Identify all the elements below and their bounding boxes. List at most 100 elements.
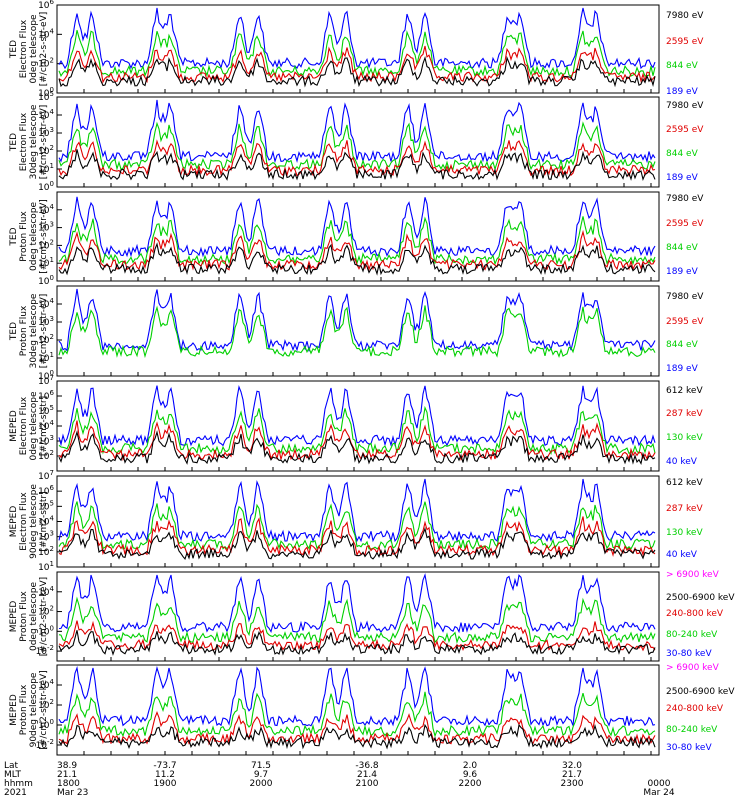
y-tick-exponent: 1 [50, 560, 54, 568]
y-axis-label-line: TED [9, 133, 19, 152]
series-trace-black [58, 55, 656, 88]
y-axis-label-line: [#/cm2-s-str-eV] [39, 12, 49, 87]
x-axis-value: Mar 23 [57, 788, 88, 798]
series-trace-green [58, 305, 656, 359]
y-tick-exponent: -2 [47, 644, 54, 652]
x-axis-value: -73.7 [153, 761, 176, 771]
legend-entry: 240-800 keV [666, 609, 724, 619]
y-axis-label-line: [#/cm2-s-str-eV] [39, 199, 49, 274]
series-trace-blue [58, 7, 656, 70]
x-axis-row-label: 2021 [4, 788, 27, 798]
x-axis-value: 2.0 [463, 761, 478, 771]
x-axis-value: -36.8 [355, 761, 379, 771]
legend-entry: 80-240 keV [666, 725, 718, 735]
legend-entry: > 6900 keV [666, 570, 720, 580]
series-trace-black [58, 630, 656, 656]
y-tick-exponent: 2 [50, 57, 54, 65]
y-tick-exponent: 2 [50, 449, 54, 457]
series-trace-green [58, 405, 656, 456]
y-axis-label: TEDProton Flux0deg telescope[#/cm2-s-str… [9, 199, 49, 274]
y-tick-exponent: 4 [50, 585, 55, 593]
y-axis-label: MEPEDProton Flux0deg telescope[#/cm2-s-s… [9, 577, 49, 656]
legend-entry: 844 eV [666, 243, 699, 253]
legend-entry: 189 eV [666, 173, 699, 183]
y-tick-exponent: 2 [50, 144, 54, 152]
panel-frame [56, 571, 660, 662]
x-axis-value: 38.9 [57, 761, 77, 771]
y-axis-label-line: TED [9, 40, 19, 59]
y-axis-label-line: 0deg telescope [29, 202, 39, 272]
y-tick-label: 101 [38, 560, 54, 573]
legend-entry: 7980 eV [666, 194, 704, 204]
legend-entry: 612 keV [666, 478, 703, 488]
x-axis-value: 2200 [459, 779, 482, 789]
x-axis-value: 1900 [154, 779, 177, 789]
legend-entry: 2500-6900 keV [666, 687, 735, 697]
x-axis-row-label: Lat [4, 761, 19, 771]
y-axis-label-line: Proton Flux [19, 684, 29, 735]
series-trace-red [58, 516, 656, 557]
y-tick-exponent: 2 [50, 605, 54, 613]
y-axis-label-line: TED [9, 227, 19, 246]
x-axis-row-label: hhmm [4, 779, 33, 789]
y-tick-exponent: 4 [50, 678, 55, 686]
y-axis-label-line: MEPED [9, 506, 19, 538]
y-tick-exponent: 3 [50, 315, 54, 323]
y-tick-exponent: 7 [50, 469, 54, 477]
legend-entry: 7980 eV [666, 11, 704, 21]
y-tick-label: 100 [38, 274, 54, 287]
panel-frame [56, 664, 660, 756]
x-axis-value: 11.2 [155, 770, 175, 780]
legend-entry: 80-240 keV [666, 630, 718, 640]
x-axis-value: 21.1 [57, 770, 77, 780]
y-axis-label: TEDElectron Flux0deg telescope[#/cm2-s-s… [9, 12, 49, 87]
y-tick-label: 100 [38, 180, 54, 193]
legend-entry: 2500-6900 keV [666, 593, 735, 603]
y-axis-label-line: 90deg telescope [29, 484, 39, 559]
series-trace-green [58, 121, 656, 171]
y-axis-label-line: 0deg telescope [29, 391, 39, 461]
y-tick-exponent: 3 [50, 434, 54, 442]
y-tick-exponent: 2 [50, 698, 54, 706]
y-axis-label: MEPEDProton Flux90deg telescope[#/cm2-s-… [9, 670, 49, 749]
y-axis-label-line: Electron Flux [19, 112, 29, 171]
y-axis-label-line: [#/cm2-s-str] [39, 491, 49, 551]
legend-entry: 7980 eV [666, 292, 704, 302]
panel-frame [56, 4, 660, 94]
y-tick-exponent: 6 [50, 389, 55, 397]
x-axis-value: 21.4 [357, 770, 377, 780]
y-tick-exponent: 1 [50, 162, 54, 170]
series-trace-black [58, 242, 656, 276]
legend-entry: 40 keV [666, 457, 698, 467]
series-trace-green [58, 216, 656, 266]
y-axis-label-line: MEPED [9, 601, 19, 633]
y-tick-exponent: 3 [50, 126, 54, 134]
legend-entry: 189 eV [666, 267, 699, 277]
legend-entry: 2595 eV [666, 317, 704, 327]
legend-entry: 7980 eV [666, 101, 704, 111]
legend-entry: 40 keV [666, 550, 698, 560]
y-tick-exponent: -2 [47, 738, 54, 746]
y-tick-exponent: 6 [50, 484, 55, 492]
y-tick-exponent: 4 [50, 203, 55, 211]
y-tick-exponent: 3 [50, 221, 54, 229]
series-trace-blue [58, 288, 656, 353]
panel-frame [56, 96, 660, 188]
y-axis-label-line: Proton Flux [19, 211, 29, 262]
legend-entry: 30-80 keV [666, 649, 712, 659]
y-tick-exponent: 7 [50, 374, 54, 382]
y-tick-exponent: 1 [50, 256, 54, 264]
series-trace-red [58, 620, 656, 652]
y-axis-label-line: Electron Flux [19, 396, 29, 455]
y-axis-label: TEDProton Flux30deg telescope[#/cm2-s-st… [9, 293, 49, 368]
x-axis-value: 2300 [561, 779, 584, 789]
legend-entry: 189 eV [666, 364, 699, 374]
legend-entry: 189 eV [666, 87, 699, 97]
series-trace-black [58, 723, 656, 750]
x-axis-value: 71.5 [251, 761, 271, 771]
